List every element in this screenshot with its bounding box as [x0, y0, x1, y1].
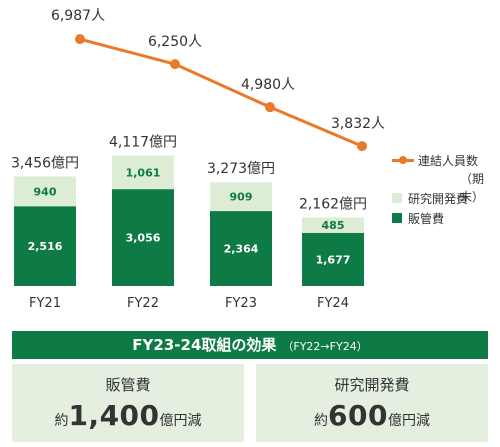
bar-rd	[112, 155, 174, 190]
headcount-label: 3,832人	[331, 116, 385, 132]
headcount-label: 6,987人	[51, 8, 105, 24]
effect-value: 約600億円減	[256, 399, 488, 432]
x-tick-label: FY22	[127, 296, 159, 311]
legend: 連結人員数 （期末） 研究開発費 販管費	[392, 150, 500, 228]
bar-sga	[210, 211, 272, 286]
bar-sga-label: 2,364	[224, 243, 259, 256]
chart-area: 2,516 940 3,456億円 FY21 3,056 1,061 4,117億円 FY22…	[11, 8, 385, 311]
headcount-label: 4,980人	[241, 77, 295, 93]
banner-title: FY23-24取組の効果	[132, 336, 277, 354]
bar-rd-label: 1,061	[126, 166, 161, 179]
bar-rd-label: 909	[230, 191, 253, 204]
bar-rd-label: 940	[34, 185, 57, 198]
effect-card-sga: 販管費 約1,400億円減	[12, 364, 244, 442]
effect-suffix: 億円減	[387, 413, 430, 429]
headcount-point	[75, 34, 85, 45]
effect-banner: FY23-24取組の効果 （FY22→FY24）	[12, 331, 488, 359]
rd-swatch-icon	[392, 193, 402, 203]
x-tick-label: FY24	[317, 296, 349, 311]
bar-sga-label: 1,677	[316, 253, 351, 266]
effect-prefix: 約	[54, 413, 69, 429]
effect-label: 研究開発費	[334, 376, 410, 394]
line-marker-icon	[392, 155, 414, 164]
total-label: 3,273億円	[207, 161, 275, 177]
legend-sga-label: 販管費	[408, 211, 445, 226]
legend-rd-label: 研究開発費	[408, 191, 469, 206]
effect-label: 販管費	[105, 376, 151, 394]
sga-swatch-icon	[392, 213, 402, 223]
bar-rd-label: 485	[322, 219, 345, 232]
headcount-point	[170, 59, 180, 70]
legend-headcount-sub: （期末）	[460, 172, 485, 204]
effect-number: 1,400	[68, 399, 160, 432]
headcount-label: 6,250人	[148, 34, 202, 50]
headcount-point	[357, 141, 367, 152]
total-label: 2,162億円	[299, 196, 367, 212]
bar-sga-label: 2,516	[28, 240, 63, 253]
effect-number: 600	[328, 399, 388, 432]
bar-sga	[302, 232, 364, 286]
legend-item-headcount: 連結人員数	[392, 150, 500, 170]
effect-prefix: 約	[314, 413, 329, 429]
x-tick-label: FY23	[225, 296, 257, 311]
effect-value: 約1,400億円減	[12, 399, 244, 432]
total-label: 4,117億円	[109, 134, 177, 150]
legend-headcount-label: 連結人員数	[418, 153, 479, 168]
bar-sga	[112, 189, 174, 286]
bar-rd	[14, 176, 76, 207]
headcount-point	[265, 102, 275, 113]
legend-item-rd: 研究開発費	[392, 188, 500, 208]
bar-rd	[210, 182, 272, 212]
total-label: 3,456億円	[11, 155, 79, 171]
legend-item-sga: 販管費	[392, 208, 500, 228]
bar-rd	[302, 217, 364, 233]
bar-sga	[14, 206, 76, 286]
effect-suffix: 億円減	[159, 413, 202, 429]
effect-card-rd: 研究開発費 約600億円減	[256, 364, 488, 442]
banner-period: （FY22→FY24）	[282, 340, 368, 353]
x-tick-label: FY21	[29, 296, 61, 311]
headcount-line	[79, 37, 363, 148]
bar-sga-label: 3,056	[126, 232, 161, 245]
